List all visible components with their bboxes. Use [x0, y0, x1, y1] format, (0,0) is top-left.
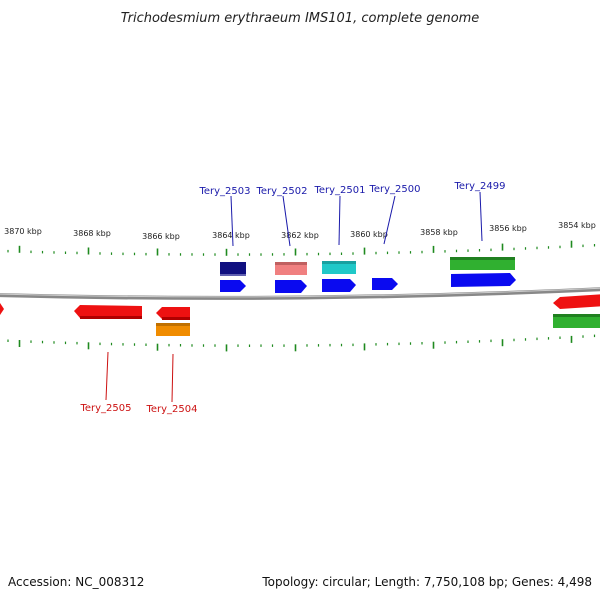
connector-tery-2505	[105, 351, 109, 401]
gene-label-tery-2502[interactable]: Tery_2502	[255, 186, 307, 197]
gene-arrow-tery-2505[interactable]	[74, 305, 142, 318]
connector-tery-2504	[171, 353, 174, 403]
scale-label-3864: 3864 kbp	[212, 231, 250, 240]
scale-labels: 3870 kbp 3868 kbp 3866 kbp 3864 kbp 3862…	[4, 221, 596, 241]
gene-label-tery-2501[interactable]: Tery_2501	[313, 185, 365, 196]
topology-text: Topology: circular; Length: 7,750,108 bp…	[261, 575, 592, 589]
accession-text: Accession: NC_008312	[8, 575, 144, 589]
gene-arrow-tery-2502[interactable]	[275, 280, 307, 293]
reverse-features	[0, 294, 600, 336]
forward-features	[220, 257, 516, 293]
scale-label-3856: 3856 kbp	[489, 224, 527, 233]
outer-tick-ring	[7, 240, 596, 256]
gene-label-tery-2505[interactable]: Tery_2505	[79, 403, 131, 414]
scale-label-3854: 3854 kbp	[558, 221, 596, 230]
gene-labels: Tery_2503 Tery_2502 Tery_2501 Tery_2500 …	[79, 181, 505, 415]
scale-label-3862: 3862 kbp	[281, 231, 319, 240]
gene-arrow-tery-2501[interactable]	[322, 279, 356, 292]
gene-feature-tery-2499-cds[interactable]	[450, 257, 515, 270]
genome-title: Trichodesmium erythraeum IMS101, complet…	[121, 11, 480, 26]
gene-label-tery-2499[interactable]: Tery_2499	[453, 181, 505, 192]
inner-tick-ring	[7, 334, 596, 352]
label-connectors	[105, 191, 483, 403]
scale-label-3858: 3858 kbp	[420, 228, 458, 237]
connector-tery-2503	[230, 195, 234, 247]
gene-arrow-right-edge-partial[interactable]	[0, 303, 4, 315]
connector-tery-2500	[383, 195, 396, 245]
scale-label-3866: 3866 kbp	[142, 232, 180, 241]
gene-feature-tery-2502-cds[interactable]	[275, 262, 307, 275]
gene-arrow-tery-2499[interactable]	[451, 273, 516, 287]
scale-label-3868: 3868 kbp	[73, 229, 111, 238]
gene-feature-far-right-cds[interactable]	[553, 314, 600, 328]
gene-label-tery-2503[interactable]: Tery_2503	[198, 186, 250, 197]
scale-label-3870: 3870 kbp	[4, 227, 42, 236]
gene-feature-tery-2501-cds[interactable]	[322, 261, 356, 274]
genome-backbone	[0, 287, 600, 300]
gene-feature-tery-2504-cds[interactable]	[156, 323, 190, 336]
gene-arrow-far-right[interactable]	[553, 294, 600, 309]
connector-tery-2502	[282, 195, 291, 247]
gene-arrow-tery-2500[interactable]	[372, 278, 398, 290]
connector-tery-2501	[338, 195, 341, 246]
connector-tery-2499	[479, 191, 483, 242]
gene-feature-tery-2503-cds[interactable]	[220, 262, 246, 275]
gene-label-tery-2504[interactable]: Tery_2504	[145, 404, 197, 415]
gene-arrow-tery-2503[interactable]	[220, 280, 246, 292]
gene-arrow-tery-2504[interactable]	[156, 307, 190, 319]
gene-label-tery-2500[interactable]: Tery_2500	[368, 184, 420, 195]
scale-label-3860: 3860 kbp	[350, 230, 388, 239]
